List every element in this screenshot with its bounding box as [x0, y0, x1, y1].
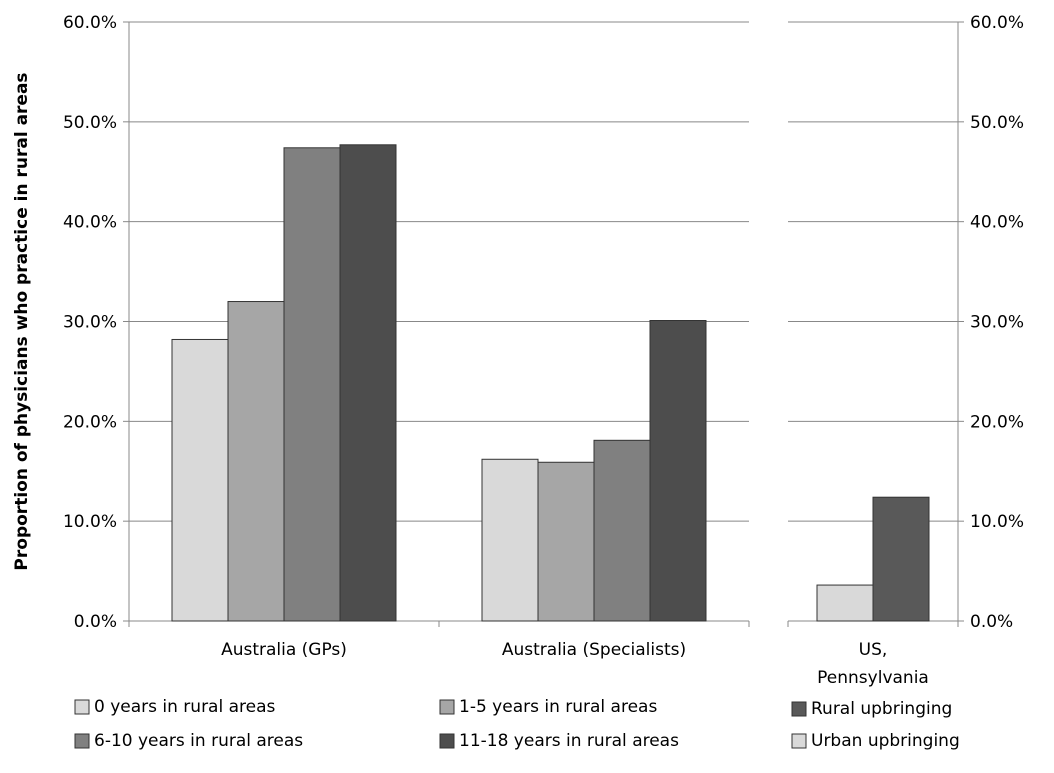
x-category-label: Australia (Specialists)	[502, 640, 686, 660]
x-category-label: Australia (GPs)	[221, 640, 347, 660]
bar	[171, 338, 229, 622]
legend-swatch	[74, 699, 90, 715]
bar	[537, 461, 595, 622]
legend-label: 6-10 years in rural areas	[94, 731, 303, 751]
bar	[339, 144, 397, 622]
y-tick-label-right: 20.0%	[970, 412, 1024, 432]
legend-label: Rural upbringing	[811, 699, 952, 719]
bar	[816, 584, 874, 622]
labels: 0.0% 0.0% 10.0% 10.0% 20.0% 20.0% 30.0% 30.0% 40…	[12, 13, 1024, 688]
y-tick-label-right: 60.0%	[970, 13, 1024, 33]
bar	[593, 439, 651, 622]
bar	[227, 301, 285, 622]
y-tick-label-left: 60.0%	[63, 13, 117, 33]
bar	[481, 458, 539, 622]
bar	[283, 147, 341, 622]
x-category-label: Pennsylvania	[817, 668, 929, 688]
legend-label: Urban upbringing	[811, 731, 960, 751]
bar	[649, 320, 707, 622]
y-axis-title: Proportion of physicians who practice in…	[12, 72, 32, 570]
y-tick-label-left: 10.0%	[63, 512, 117, 532]
legend-label: 11-18 years in rural areas	[459, 731, 679, 751]
legend-label: 1-5 years in rural areas	[459, 697, 657, 717]
y-tick-label-left: 20.0%	[63, 412, 117, 432]
x-category-label: US,	[859, 640, 888, 660]
legend-swatch	[74, 733, 90, 749]
legend-swatch	[791, 701, 807, 717]
legend-swatch	[791, 733, 807, 749]
y-tick-label-left: 40.0%	[63, 213, 117, 233]
bars	[171, 144, 930, 622]
y-tick-label-right: 10.0%	[970, 512, 1024, 532]
y-tick-label-right: 30.0%	[970, 313, 1024, 333]
bar	[872, 496, 930, 622]
y-tick-label-left: 30.0%	[63, 313, 117, 333]
y-tick-label-left: 50.0%	[63, 113, 117, 133]
y-tick-label-right: 0.0%	[970, 612, 1013, 632]
y-tick-label-left: 0.0%	[74, 612, 117, 632]
y-tick-label-right: 50.0%	[970, 113, 1024, 133]
y-tick-label-right: 40.0%	[970, 213, 1024, 233]
legend-swatch	[439, 733, 455, 749]
legend-swatch	[439, 699, 455, 715]
legend-label: 0 years in rural areas	[94, 697, 276, 717]
legend: 0 years in rural areas 1-5 years in rural…	[74, 697, 960, 751]
